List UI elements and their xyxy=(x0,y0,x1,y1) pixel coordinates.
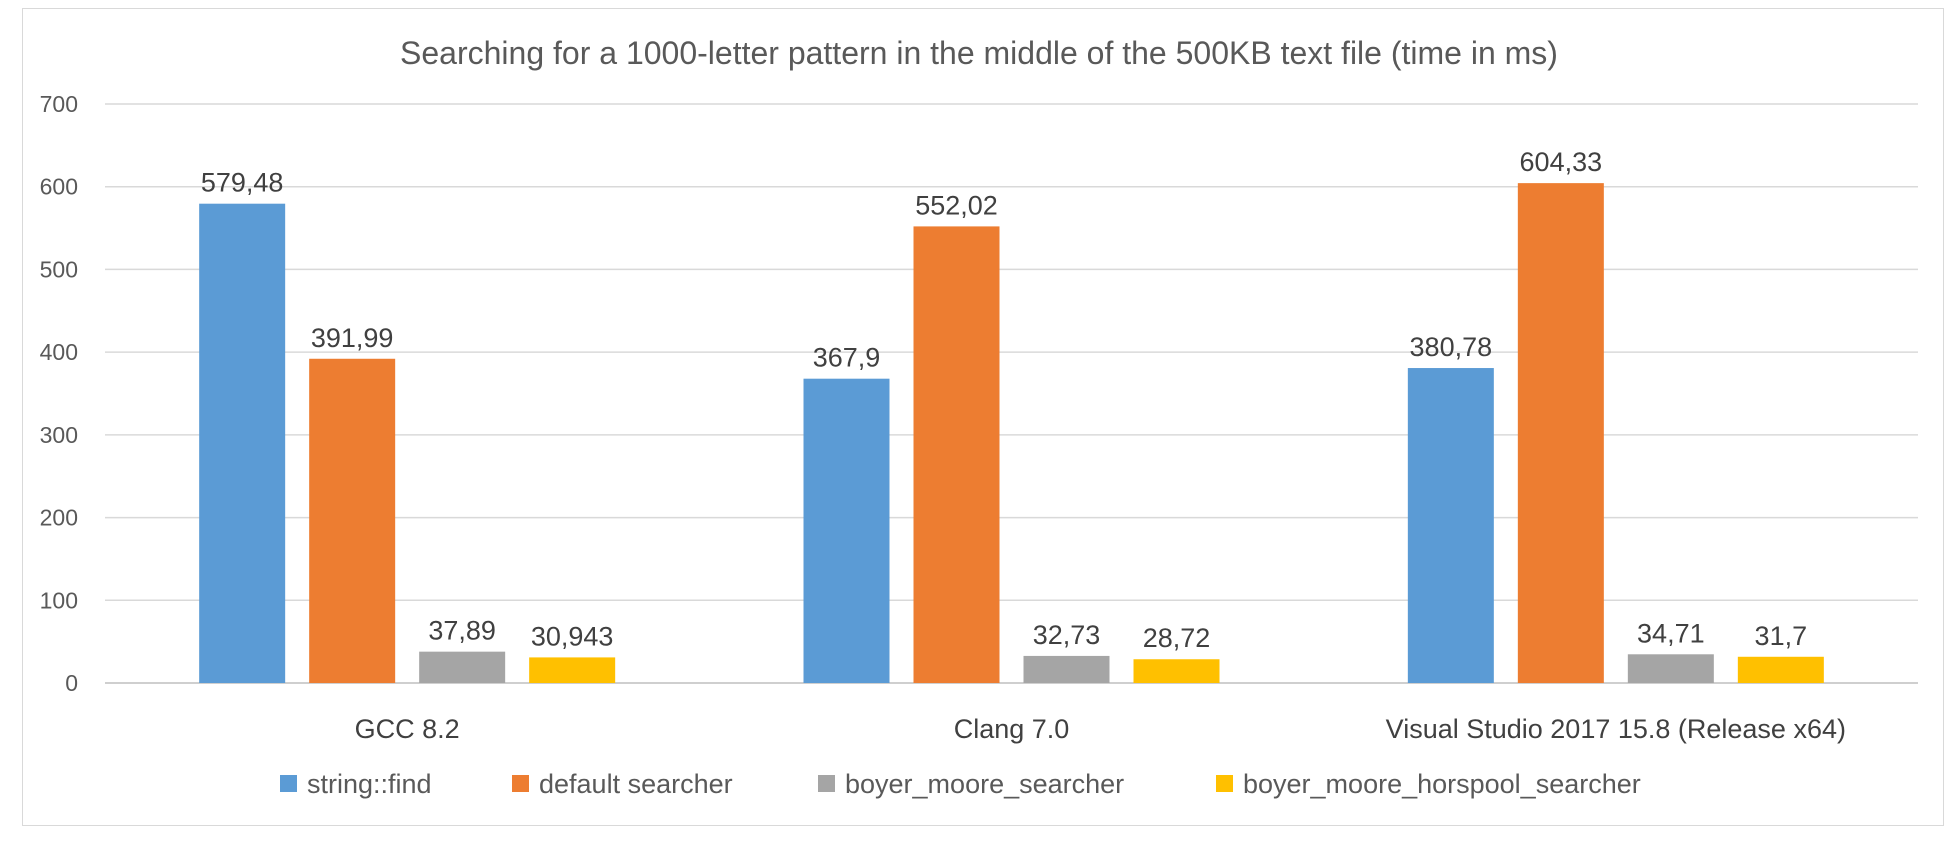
data-label: 28,72 xyxy=(1143,623,1211,653)
y-tick-label: 400 xyxy=(40,339,78,365)
legend-label: boyer_moore_searcher xyxy=(845,769,1124,799)
data-label: 552,02 xyxy=(915,190,998,220)
bar xyxy=(1627,654,1714,683)
y-tick-label: 100 xyxy=(40,587,78,613)
data-labels: 579,48 391,99 37,89 30,943 367,9 552,02 32,73 2… xyxy=(201,147,1807,653)
y-tick-label: 300 xyxy=(40,422,78,448)
data-label: 604,33 xyxy=(1520,147,1603,177)
bar xyxy=(529,657,616,683)
x-category-label: Visual Studio 2017 15.8 (Release x64) xyxy=(1386,714,1846,744)
y-axis-ticks: 0 100 200 300 400 500 600 700 xyxy=(40,91,78,696)
legend-swatch xyxy=(512,775,529,792)
y-tick-label: 0 xyxy=(65,670,78,696)
legend-label: default searcher xyxy=(539,769,733,799)
y-tick-label: 700 xyxy=(40,91,78,117)
data-label: 30,943 xyxy=(531,621,614,651)
bar xyxy=(1133,659,1220,683)
data-label: 391,99 xyxy=(311,323,394,353)
bar xyxy=(913,226,1000,683)
data-label: 32,73 xyxy=(1033,620,1101,650)
bar xyxy=(199,203,286,683)
legend-label: string::find xyxy=(307,769,432,799)
bar xyxy=(1023,655,1110,683)
bar xyxy=(419,651,506,683)
y-tick-label: 600 xyxy=(40,174,78,200)
bar xyxy=(803,378,890,683)
gridlines xyxy=(105,103,1918,684)
bar xyxy=(1407,368,1494,683)
bar xyxy=(1517,183,1604,683)
y-tick-label: 500 xyxy=(40,256,78,282)
data-label: 31,7 xyxy=(1755,621,1808,651)
data-label: 380,78 xyxy=(1410,332,1493,362)
bar xyxy=(1737,656,1824,683)
data-label: 37,89 xyxy=(428,616,496,646)
x-category-label: Clang 7.0 xyxy=(954,714,1070,744)
legend-swatch xyxy=(280,775,297,792)
legend-label: boyer_moore_horspool_searcher xyxy=(1243,769,1641,799)
legend-swatch xyxy=(1216,775,1233,792)
data-label: 367,9 xyxy=(813,343,881,373)
bars xyxy=(199,183,1824,683)
y-tick-label: 200 xyxy=(40,505,78,531)
legend-swatch xyxy=(818,775,835,792)
chart-title: Searching for a 1000-letter pattern in t… xyxy=(400,35,1558,71)
x-category-label: GCC 8.2 xyxy=(355,714,460,744)
legend: string::find default searcher boyer_moore_… xyxy=(280,769,1641,799)
x-axis-categories: GCC 8.2 Clang 7.0 Visual Studio 2017 15.8 … xyxy=(355,714,1846,744)
data-label: 579,48 xyxy=(201,168,284,198)
bar xyxy=(309,358,396,683)
data-label: 34,71 xyxy=(1637,618,1705,648)
